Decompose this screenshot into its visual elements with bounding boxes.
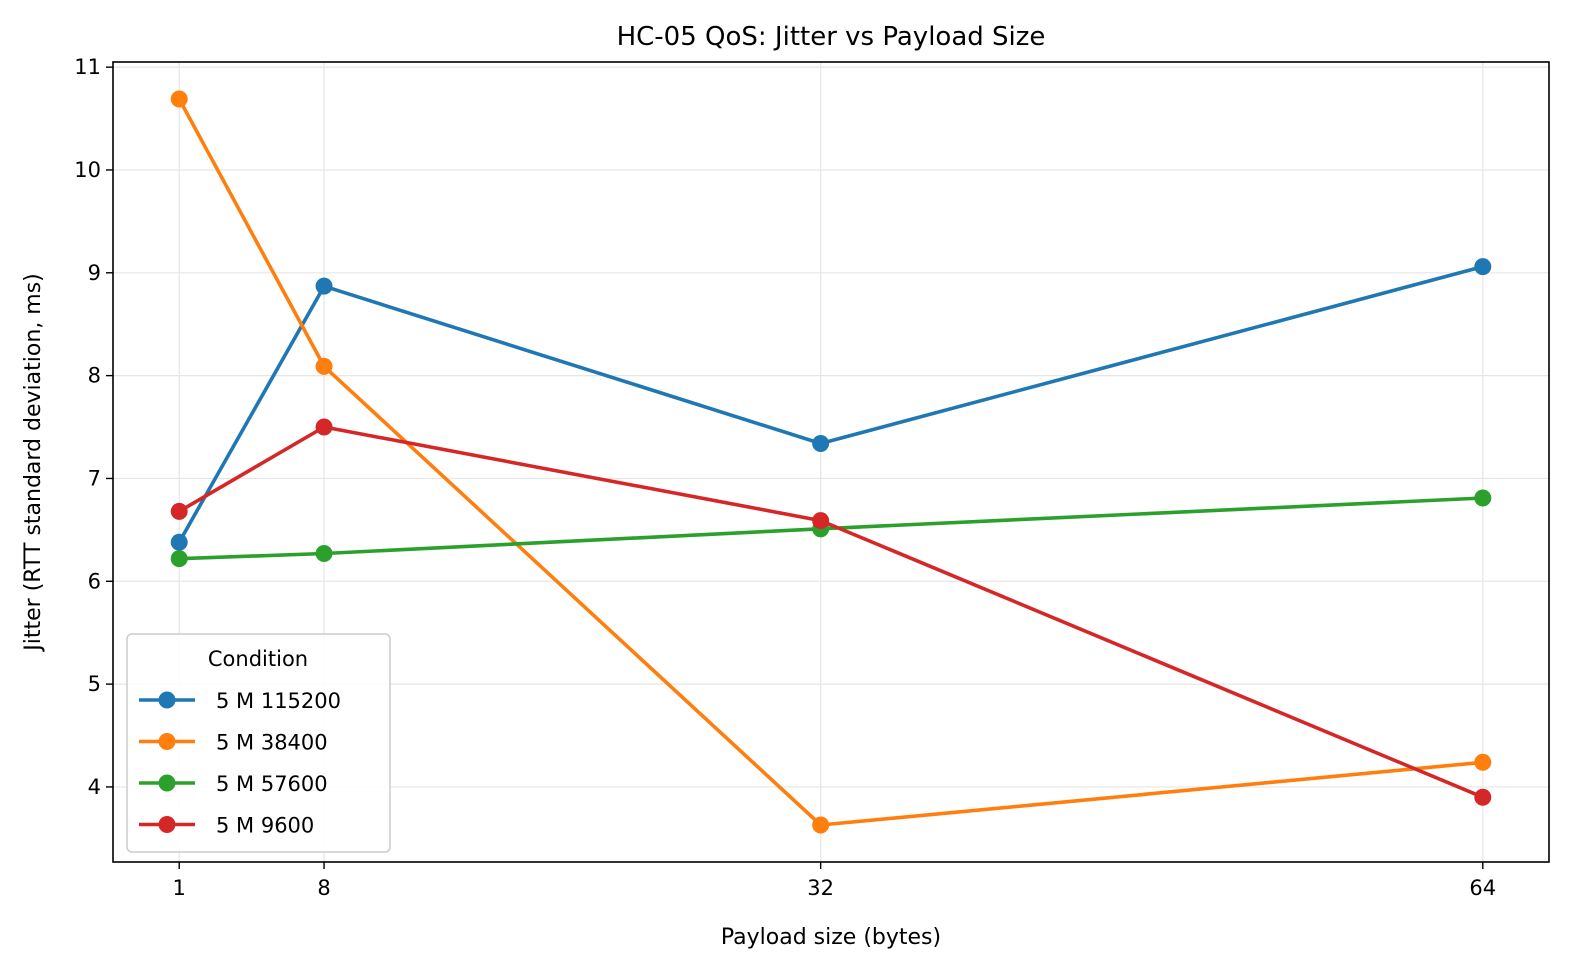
- legend-items: 5 M 115200 5 M 38400 5 M 57600 5 M 9600: [139, 689, 341, 838]
- data-point: [1474, 753, 1492, 771]
- data-point: [315, 545, 333, 563]
- series-line: [178, 425, 1484, 799]
- series-1: [170, 90, 1492, 834]
- legend-item: 5 M 38400: [139, 731, 328, 755]
- x-tick-label: 32: [807, 876, 834, 900]
- x-tick-label: 8: [317, 876, 330, 900]
- data-point: [315, 418, 333, 436]
- series-layer: [170, 90, 1492, 834]
- series-0: [170, 258, 1492, 551]
- legend-label: 5 M 9600: [216, 814, 314, 838]
- legend-item: 5 M 115200: [139, 689, 341, 713]
- chart-title: HC-05 QoS: Jitter vs Payload Size: [617, 22, 1046, 52]
- data-point: [812, 434, 830, 452]
- x-tick-label: 1: [173, 876, 186, 900]
- y-tick-label: 7: [88, 466, 101, 490]
- y-tick-label: 8: [88, 364, 101, 388]
- data-point: [1474, 788, 1492, 806]
- x-axis-label: Payload size (bytes): [721, 925, 941, 950]
- legend-swatch-marker: [158, 733, 176, 750]
- data-point: [170, 90, 188, 108]
- x-tick-label: 64: [1469, 876, 1496, 900]
- data-point: [170, 533, 188, 551]
- data-point: [170, 550, 188, 568]
- y-tick-label: 9: [88, 261, 101, 285]
- y-tick-label: 10: [74, 158, 101, 182]
- series-line: [177, 264, 1484, 544]
- series-line: [179, 496, 1483, 561]
- legend-item: 5 M 9600: [139, 814, 314, 838]
- data-point: [170, 502, 188, 520]
- legend-swatch-marker: [158, 691, 176, 709]
- legend-label: 5 M 115200: [216, 689, 341, 713]
- series-2: [170, 489, 1492, 568]
- legend-swatch-marker: [158, 816, 176, 833]
- data-point: [315, 277, 333, 295]
- data-point: [812, 512, 830, 530]
- y-axis: 4 5 6 7 8 9 10 11: [74, 55, 113, 799]
- y-tick-label: 5: [88, 672, 101, 696]
- y-tick-label: 11: [74, 55, 101, 79]
- y-axis-label: Jitter (RTT standard deviation, ms): [21, 273, 46, 652]
- data-point: [315, 357, 333, 375]
- legend-item: 5 M 57600: [139, 772, 328, 796]
- x-axis: 1 8 32 64: [173, 862, 1496, 900]
- data-point: [1474, 258, 1492, 276]
- legend-title: Condition: [208, 647, 308, 671]
- legend-label: 5 M 57600: [216, 772, 328, 796]
- series-3: [170, 418, 1492, 806]
- legend-box: [126, 633, 391, 853]
- legend-label: 5 M 38400: [216, 731, 328, 755]
- legend-swatch-marker: [158, 774, 176, 792]
- y-tick-label: 6: [88, 569, 101, 593]
- series-line: [177, 98, 1483, 827]
- y-tick-label: 4: [88, 775, 101, 799]
- data-point: [1474, 489, 1492, 507]
- data-point: [812, 816, 830, 834]
- plot-frame: [112, 61, 1550, 863]
